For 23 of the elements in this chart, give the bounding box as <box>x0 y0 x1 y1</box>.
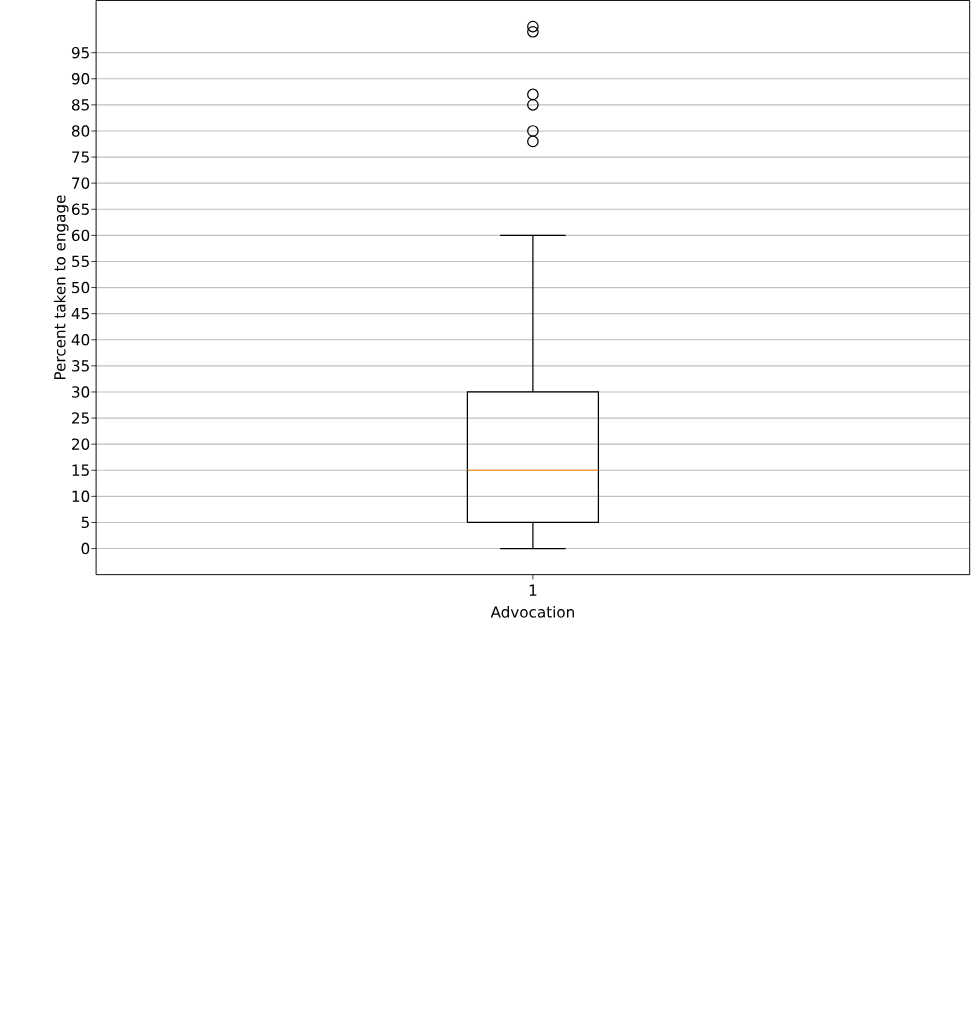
y-tick-label: 80 <box>72 125 90 137</box>
y-tick-label: 95 <box>72 46 90 59</box>
y-tick-label: 65 <box>72 203 90 215</box>
y-tick-label: 30 <box>72 386 90 398</box>
y-tick-label: 50 <box>72 281 90 294</box>
y-tick-label: 5 <box>81 516 90 529</box>
y-tick-label: 45 <box>71 308 90 320</box>
y-axis-title: Percent taken to engage <box>54 195 69 380</box>
y-tick-label: 35 <box>72 360 90 372</box>
y-tick-label: 25 <box>72 412 90 424</box>
y-tick-label: 70 <box>72 177 90 189</box>
y-tick-label: 90 <box>72 73 90 85</box>
y-tick-label: 60 <box>72 229 90 242</box>
y-tick-label: 10 <box>72 490 90 503</box>
x-tick-label: 1 <box>529 584 537 596</box>
y-tick-label: 85 <box>72 99 90 111</box>
x-axis-title: Advocation <box>490 605 575 618</box>
y-tick-label: 40 <box>71 334 90 346</box>
y-tick-label: 0 <box>81 542 90 555</box>
y-tick-label: 15 <box>72 464 90 476</box>
y-tick-label: 75 <box>72 151 90 163</box>
y-tick-label: 55 <box>72 255 90 268</box>
y-tick-label: 20 <box>72 438 90 450</box>
